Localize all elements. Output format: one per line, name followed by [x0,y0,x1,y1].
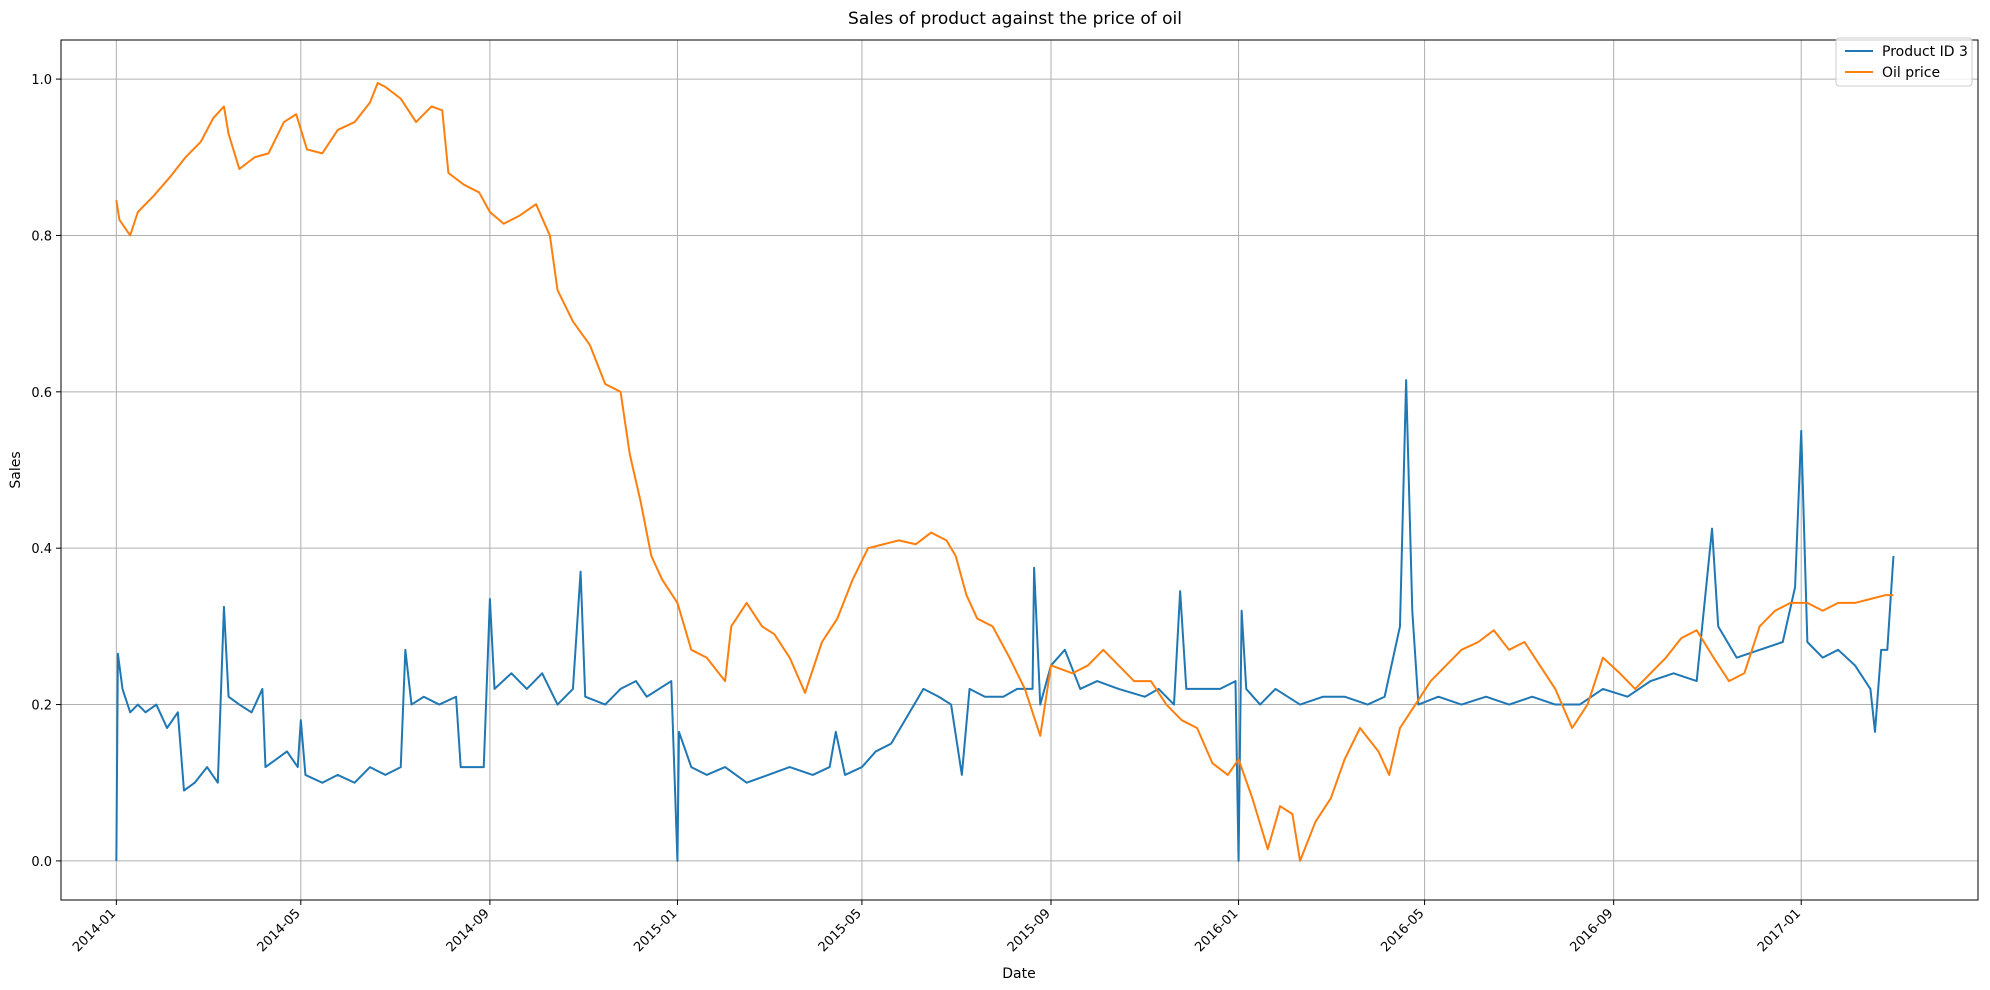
series-line-product-id-3 [115,379,1895,862]
y-axis-ticks: 0.0 0.2 0.4 0.6 0.8 1.0 [31,73,61,870]
y-axis-label: Sales [8,451,24,488]
y-tick-label: 0.4 [31,542,52,557]
y-tick-label: 0.2 [31,699,52,714]
plot-frame [60,39,1979,901]
legend-label-product-id-3: Product ID 3 [1882,44,1968,60]
series-lines [115,82,1895,862]
y-tick-label: 0.0 [31,855,52,870]
grid-lines [61,40,1978,900]
series-line-oil-price [115,82,1894,862]
y-tick-label: 0.6 [31,386,52,401]
legend-label-oil-price: Oil price [1882,65,1940,81]
y-tick-label: 0.8 [31,229,52,244]
x-axis-label: Date [1002,966,1035,982]
chart-title: Sales of product against the price of oi… [848,9,1182,29]
y-tick-label: 1.0 [31,73,52,88]
legend: Product ID 3 Oil price [1835,37,1973,87]
